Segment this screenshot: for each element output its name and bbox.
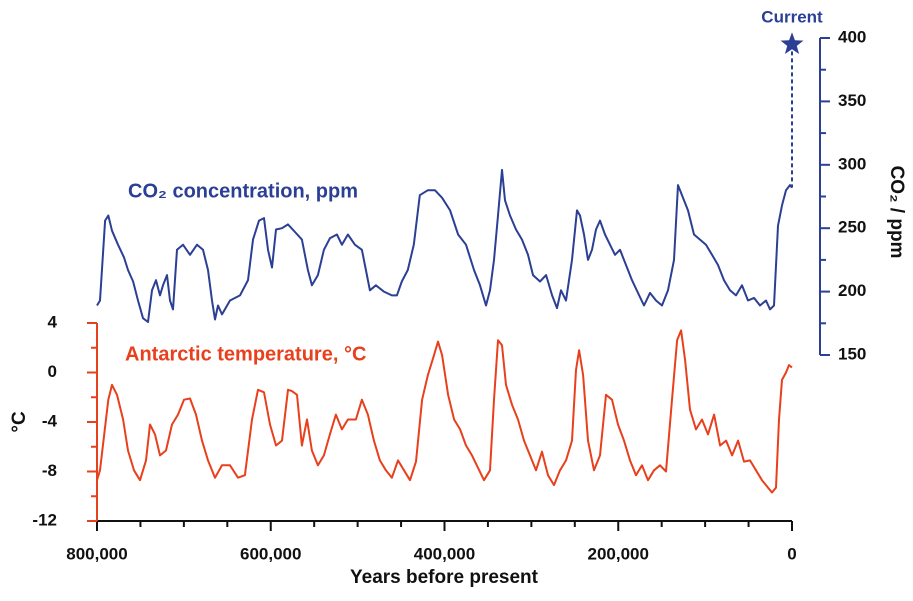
y2-axis-label: CO₂ / ppm xyxy=(886,166,907,259)
x-tick-label: 600,000 xyxy=(240,544,301,563)
y2-tick-label: 300 xyxy=(838,154,866,173)
y2-tick-label: 400 xyxy=(838,27,866,46)
series-label: CO₂ concentration, ppm xyxy=(128,180,358,202)
y-tick-label: -8 xyxy=(42,461,57,480)
x-axis-label: Years before present xyxy=(350,567,539,588)
y2-tick-label: 150 xyxy=(838,344,866,363)
y-axis-label: °C xyxy=(9,411,30,433)
y-tick-label: 4 xyxy=(48,312,58,331)
annotation-label: Current xyxy=(761,7,823,26)
x-tick-label: 0 xyxy=(787,544,796,563)
current-star xyxy=(780,32,804,54)
data-line xyxy=(96,329,793,494)
y-tick-label: 0 xyxy=(48,362,57,381)
x-tick-label: 400,000 xyxy=(414,544,475,563)
y2-tick-label: 350 xyxy=(838,91,866,110)
series-label: Antarctic temperature, °C xyxy=(125,343,366,365)
y2-tick-label: 250 xyxy=(838,218,866,237)
data-line xyxy=(96,168,793,323)
y-tick-label: -12 xyxy=(32,510,57,529)
x-tick-label: 800,000 xyxy=(66,544,127,563)
y-tick-label: -4 xyxy=(42,411,58,430)
y2-tick-label: 200 xyxy=(838,281,866,300)
x-tick-label: 200,000 xyxy=(588,544,649,563)
